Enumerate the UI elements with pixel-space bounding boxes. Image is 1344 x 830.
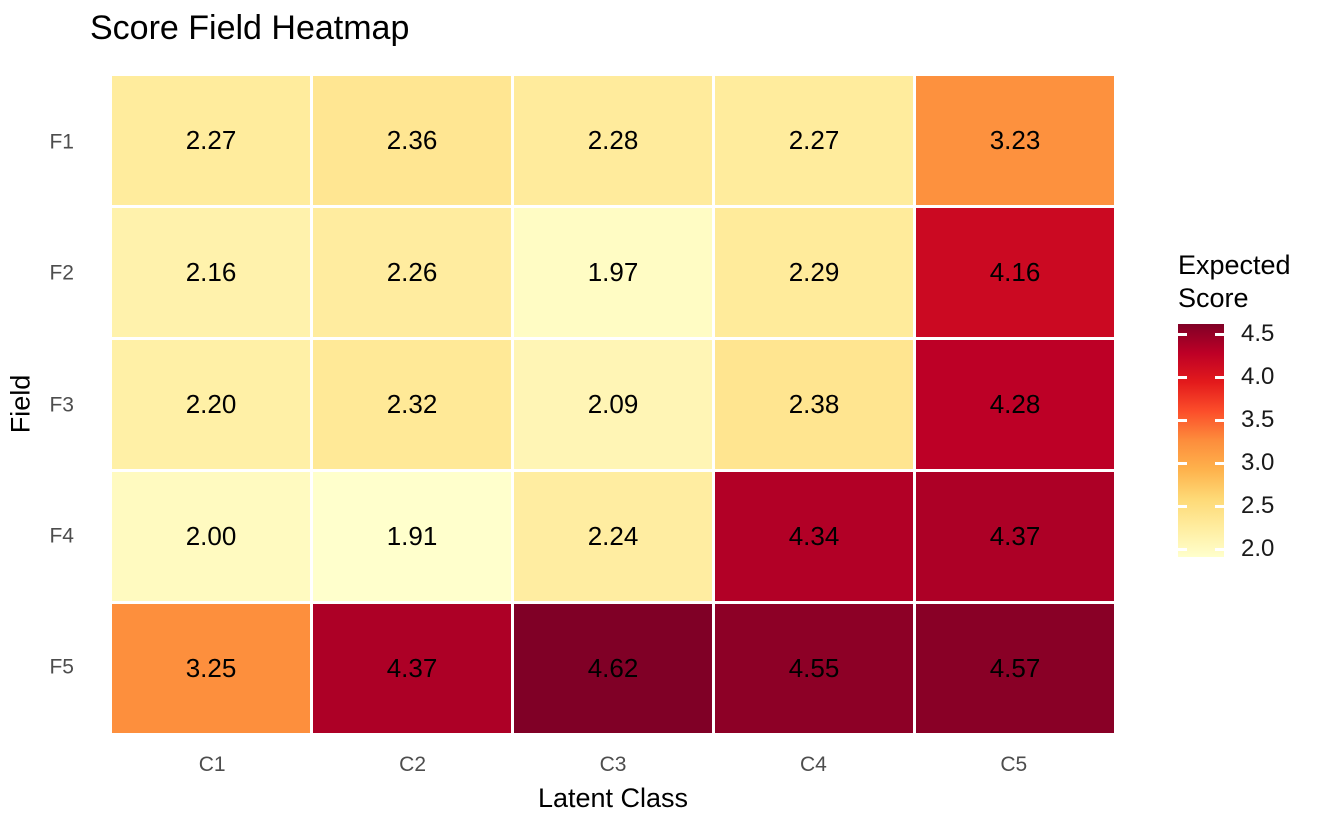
heatmap-panel: 2.27 2.36 2.28 2.27 3.23 2.16 2.26 1.97 2.29 4.16… xyxy=(112,76,1114,733)
heatmap-cell: 4.37 xyxy=(916,472,1114,601)
x-tick-label: C4 xyxy=(799,753,827,776)
heatmap-cell: 2.28 xyxy=(514,76,712,205)
colorbar-tick xyxy=(1178,375,1187,379)
heatmap-cell: 3.23 xyxy=(916,76,1114,205)
x-tick-label: C5 xyxy=(1000,753,1028,776)
colorbar-tick xyxy=(1178,547,1187,551)
colorbar-tick xyxy=(1215,332,1224,336)
y-tick-label: F4 xyxy=(49,524,74,548)
heatmap-cell: 2.16 xyxy=(112,208,310,337)
colorbar-tick xyxy=(1178,504,1187,508)
x-axis-title: Latent Class xyxy=(537,783,689,813)
y-tick-label: F3 xyxy=(49,393,74,416)
colorbar-tick xyxy=(1178,461,1187,465)
colorbar-tick-label: 3.0 xyxy=(1241,449,1275,477)
colorbar-tick xyxy=(1215,375,1224,379)
heatmap-cell: 2.09 xyxy=(514,340,712,469)
heatmap-cell: 4.37 xyxy=(313,604,511,733)
heatmap-cell: 4.55 xyxy=(715,604,913,733)
heatmap-cell: 2.36 xyxy=(313,76,511,205)
heatmap-cell: 2.20 xyxy=(112,340,310,469)
heatmap-cell: 4.34 xyxy=(715,472,913,601)
colorbar-tick-label: 2.0 xyxy=(1241,535,1275,563)
colorbar-tick-label: 4.5 xyxy=(1241,320,1275,348)
heatmap-cell: 1.91 xyxy=(313,472,511,601)
legend-title: Expected Score xyxy=(1178,250,1291,313)
colorbar-tick-label: 4.0 xyxy=(1241,363,1275,391)
heatmap-cell: 4.16 xyxy=(916,208,1114,337)
y-tick-label: F1 xyxy=(49,130,74,154)
colorbar-tick-label: 2.5 xyxy=(1241,492,1275,520)
colorbar-tick xyxy=(1178,418,1187,422)
y-tick-label: F5 xyxy=(49,655,74,679)
colorbar-tick xyxy=(1215,461,1224,465)
colorbar-tick-label: 3.5 xyxy=(1241,406,1275,434)
heatmap-cell: 2.24 xyxy=(514,472,712,601)
colorbar-tick xyxy=(1215,418,1224,422)
heatmap-cell: 2.27 xyxy=(112,76,310,205)
heatmap-cell: 4.62 xyxy=(514,604,712,733)
legend-colorbar xyxy=(1178,324,1224,557)
heatmap-cell: 4.28 xyxy=(916,340,1114,469)
heatmap-cell: 2.26 xyxy=(313,208,511,337)
colorbar-tick xyxy=(1215,547,1224,551)
heatmap-cell: 2.29 xyxy=(715,208,913,337)
x-tick-label: C3 xyxy=(599,753,627,776)
chart-title: Score Field Heatmap xyxy=(90,9,410,47)
heatmap-cell: 2.32 xyxy=(313,340,511,469)
heatmap-cell: 2.27 xyxy=(715,76,913,205)
x-tick-label: C2 xyxy=(399,753,427,776)
heatmap-cell: 3.25 xyxy=(112,604,310,733)
heatmap-cell: 2.38 xyxy=(715,340,913,469)
heatmap-cell: 1.97 xyxy=(514,208,712,337)
x-tick-label: C1 xyxy=(198,753,226,776)
colorbar-tick xyxy=(1215,504,1224,508)
heatmap-cell: 4.57 xyxy=(916,604,1114,733)
y-tick-label: F2 xyxy=(49,261,74,285)
heatmap-cell: 2.00 xyxy=(112,472,310,601)
colorbar-tick xyxy=(1178,332,1187,336)
